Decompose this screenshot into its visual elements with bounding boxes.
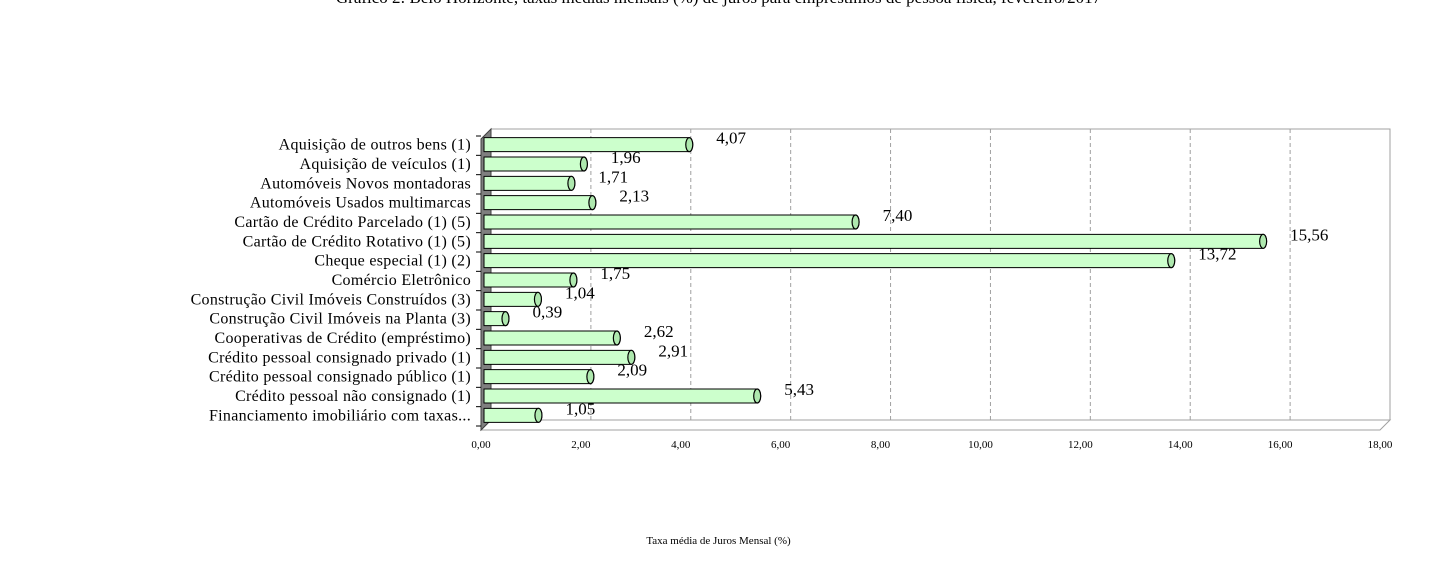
bar-end-cap	[535, 408, 542, 422]
category-label: Cartão de Crédito Parcelado (1) (5)	[234, 214, 471, 231]
bar	[484, 196, 596, 210]
x-tick-label: 6,00	[771, 439, 791, 451]
data-label: 0,39	[532, 303, 562, 322]
data-label: 2,09	[617, 361, 647, 380]
x-tick-label: 18,00	[1368, 439, 1393, 451]
bar	[484, 331, 620, 345]
data-label: 1,75	[600, 264, 630, 283]
category-label: Crédito pessoal consignado público (1)	[209, 369, 471, 386]
x-tick-label: 4,00	[671, 439, 691, 451]
x-tick-label: 14,00	[1168, 439, 1193, 451]
category-label: Aquisição de outros bens (1)	[279, 137, 471, 154]
data-label: 2,13	[619, 187, 649, 206]
bar-end-cap	[589, 196, 596, 210]
data-label: 1,05	[565, 399, 595, 418]
category-label: Automóveis Usados multimarcas	[250, 195, 471, 212]
bar	[484, 138, 693, 152]
data-label: 13,72	[1198, 245, 1236, 264]
data-label: 1,96	[611, 148, 641, 167]
x-tick-label: 10,00	[968, 439, 993, 451]
category-label: Cheque especial (1) (2)	[314, 253, 471, 270]
category-label: Crédito pessoal consignado privado (1)	[208, 349, 471, 366]
data-label: 2,91	[658, 341, 688, 360]
bar-end-cap	[613, 331, 620, 345]
category-label: Crédito pessoal não consignado (1)	[235, 388, 471, 405]
bar-end-cap	[686, 138, 693, 152]
bar-end-cap	[568, 176, 575, 190]
x-tick-label: 16,00	[1268, 439, 1293, 451]
data-label: 1,71	[598, 167, 628, 186]
bar	[484, 254, 1175, 268]
category-label: Financiamento imobiliário com taxas...	[209, 407, 471, 424]
data-label: 4,07	[716, 129, 746, 148]
bar	[484, 370, 594, 384]
category-label: Construção Civil Imóveis na Planta (3)	[209, 311, 471, 328]
bar	[484, 215, 859, 229]
data-label: 15,56	[1290, 225, 1328, 244]
bar	[484, 234, 1267, 248]
category-label: Automóveis Novos montadoras	[260, 175, 471, 192]
x-tick-label: 8,00	[871, 439, 891, 451]
bar-end-cap	[754, 389, 761, 403]
bar	[484, 176, 575, 190]
bar-end-cap	[502, 312, 509, 326]
bar	[484, 389, 761, 403]
bar	[484, 408, 542, 422]
category-label: Aquisição de veículos (1)	[300, 156, 471, 173]
bar-end-cap	[1260, 234, 1267, 248]
data-label: 7,40	[883, 206, 913, 225]
bar-end-cap	[852, 215, 859, 229]
x-axis-label: Taxa média de Juros Mensal (%)	[0, 535, 1437, 547]
x-tick-label: 0,00	[471, 439, 491, 451]
category-label: Cartão de Crédito Rotativo (1) (5)	[243, 233, 471, 250]
bar	[484, 273, 577, 287]
category-label: Cooperativas de Crédito (empréstimo)	[214, 330, 471, 347]
bar	[484, 350, 635, 364]
bar-end-cap	[580, 157, 587, 171]
bar-end-cap	[1168, 254, 1175, 268]
category-label: Comércio Eletrônico	[332, 272, 471, 289]
x-tick-label: 12,00	[1068, 439, 1093, 451]
plot-floor	[481, 420, 1390, 430]
data-label: 5,43	[784, 380, 814, 399]
category-label: Construção Civil Imóveis Construídos (3)	[191, 291, 471, 308]
data-label: 2,62	[644, 322, 674, 341]
bar	[484, 157, 587, 171]
bar-end-cap	[587, 370, 594, 384]
x-tick-label: 2,00	[571, 439, 591, 451]
data-label: 1,04	[565, 283, 595, 302]
